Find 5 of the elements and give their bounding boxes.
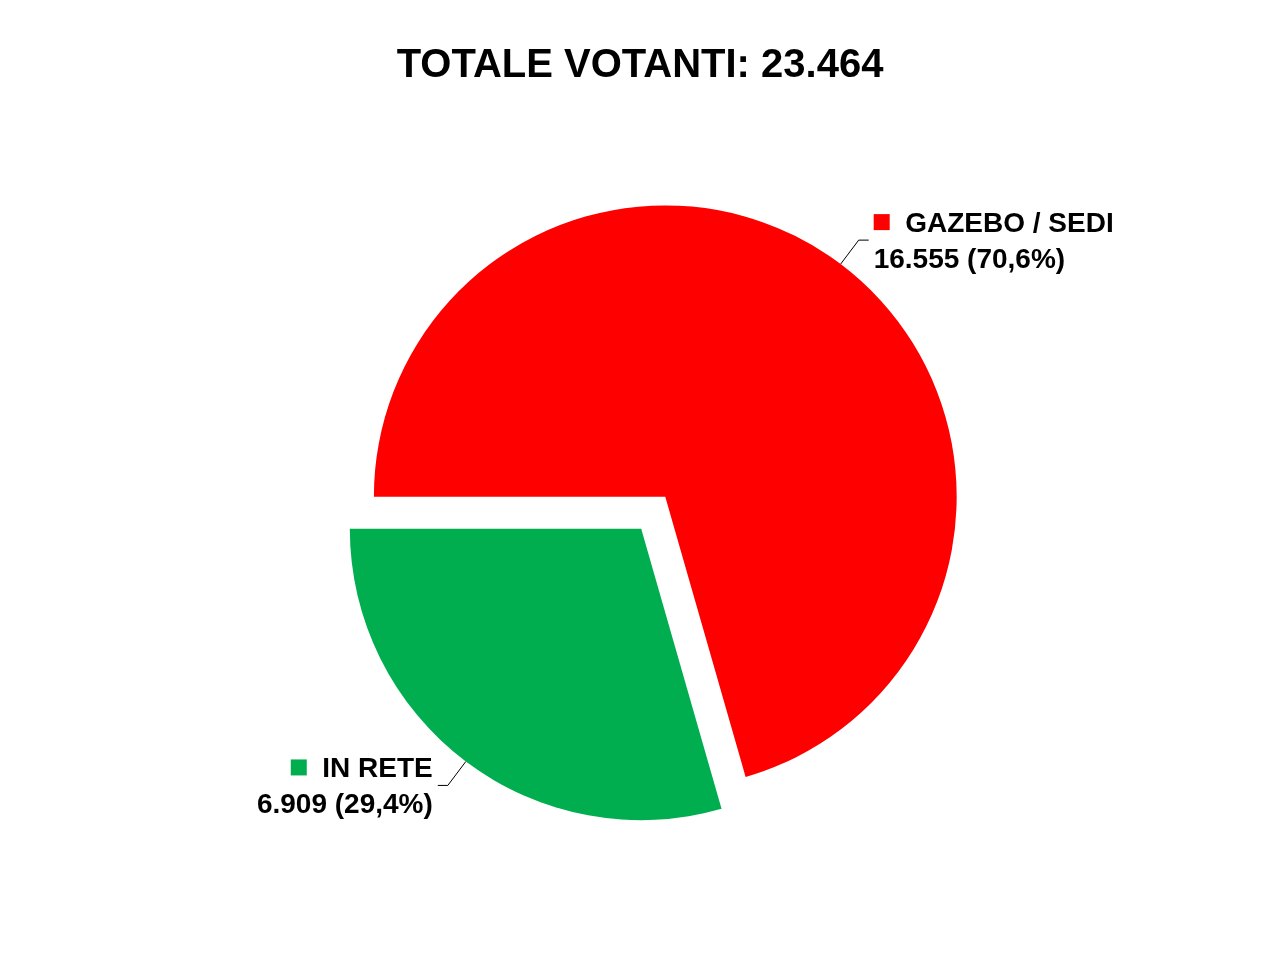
data-label: 16.555 (70,6%)	[873, 242, 1066, 274]
chart-title: TOTALE VOTANTI: 23.464	[396, 41, 885, 85]
legend-label: GAZEBO / SEDI	[889, 206, 1114, 238]
legend-label: IN RETE	[306, 751, 433, 783]
data-label: 6.909 (29,4%)	[256, 787, 433, 819]
